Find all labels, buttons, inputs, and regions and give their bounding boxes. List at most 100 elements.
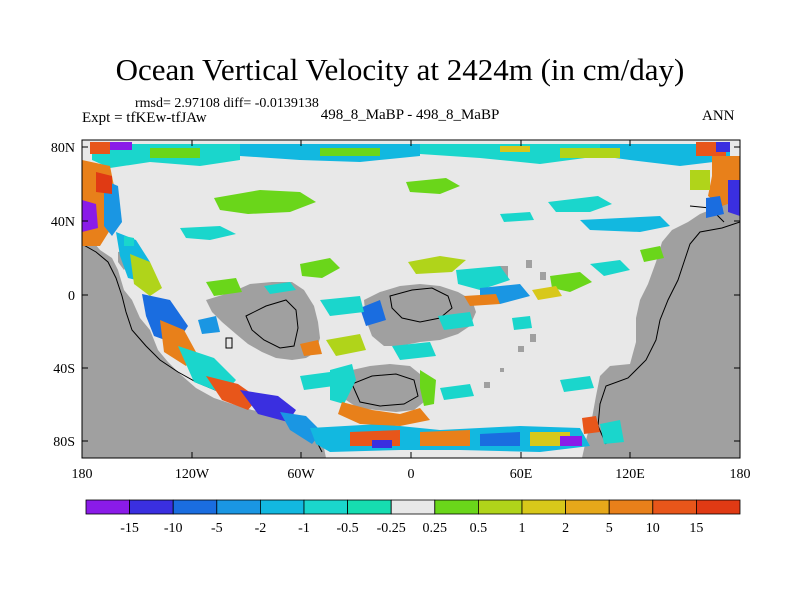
colorbar-label: 10 <box>646 521 660 536</box>
colorbar-swatch <box>303 499 348 515</box>
y-tick-40s: 40S <box>53 362 75 377</box>
patch-north-green-c <box>560 148 620 158</box>
patch-interior-green-g <box>640 246 664 262</box>
patch-interior-cyan-a <box>180 226 236 240</box>
colorbar-swatch <box>477 499 523 515</box>
y-tick-80s: 80S <box>53 435 75 450</box>
patch-east-edge-b <box>728 180 740 216</box>
patch-ne-corner-blue <box>716 142 730 152</box>
patch-interior-blue-c <box>198 316 220 334</box>
colorbar-swatch <box>347 499 392 515</box>
colorbar-label: -10 <box>164 521 183 536</box>
patch-interior-cyan-f <box>590 260 630 276</box>
patch-west-edge-e <box>130 254 162 296</box>
colorbar-swatch <box>172 499 218 515</box>
land-west <box>82 238 326 458</box>
patch-interior-cyan-e <box>456 266 510 290</box>
patch-interior-blue-b <box>360 300 386 326</box>
land-island-c <box>540 272 546 280</box>
patch-west-edge-k <box>280 412 322 444</box>
colorbar-label: -2 <box>255 521 267 536</box>
land-center-continent <box>364 284 476 346</box>
x-tick-60w: 60W <box>287 467 315 482</box>
patch-north-band-c <box>420 144 600 164</box>
patch-interior-yellow-b <box>532 286 562 300</box>
patch-nw-corner-purple <box>110 142 132 150</box>
colorbar-label: 5 <box>606 521 613 536</box>
season-label: ANN <box>702 108 735 124</box>
patch-interior-cyan-k <box>264 282 296 294</box>
patch-interior-cyan-d <box>580 216 670 232</box>
colorbar-label: -15 <box>120 521 139 536</box>
x-tick-0: 0 <box>408 467 415 482</box>
patch-south-band-c <box>420 430 470 446</box>
coastline-south <box>351 373 419 407</box>
patch-interior-green-a <box>214 190 316 214</box>
patch-north-yellow <box>500 146 530 152</box>
stats-text: rmsd= 2.97108 diff= -0.0139138 <box>135 96 319 111</box>
patch-west-edge-m <box>124 236 134 246</box>
coastline-sw <box>245 299 299 349</box>
colorbar-swatch <box>652 499 697 515</box>
patch-interior-cyan-g <box>320 296 364 316</box>
x-axis <box>81 140 741 458</box>
land-island-g <box>500 368 504 372</box>
colorbar-swatch <box>696 499 741 515</box>
x-tick-120e: 120E <box>615 467 645 482</box>
coastline-center <box>389 287 453 323</box>
patch-south-ring-c <box>420 370 436 406</box>
land-southwest-continent <box>206 282 320 360</box>
patch-interior-cyan-c <box>500 212 534 222</box>
colorbar-label: 15 <box>689 521 703 536</box>
colorbar-swatch <box>216 499 261 515</box>
experiment-label: Expt = tfKEw-tfJAw <box>82 110 207 126</box>
patch-west-edge-c <box>104 180 122 236</box>
land-east <box>582 200 740 458</box>
patch-interior-cyan-l <box>300 372 334 390</box>
colorbar-swatch <box>608 499 654 515</box>
land-south-continent <box>340 364 426 412</box>
colorbar-label: -5 <box>211 521 223 536</box>
patch-interior-cyan-h <box>392 342 436 360</box>
y-tick-0: 0 <box>68 289 75 304</box>
map-title: Ocean Vertical Velocity at 2424m (in cm/… <box>115 52 685 87</box>
patch-interior-orange-a <box>464 294 500 306</box>
patch-south-ring-a <box>330 364 356 404</box>
patch-west-edge-i <box>206 376 258 410</box>
colorbar-swatch <box>129 499 174 515</box>
patch-interior-cyan-m <box>440 384 474 400</box>
colorbar: -15 -10 -5 -2 -1 -0.5 -0.25 0.25 0.5 1 2 5 10 15 <box>85 499 741 536</box>
patch-interior-green-c <box>300 258 340 278</box>
patch-nw-corner-red <box>90 142 110 154</box>
patch-interior-cyan-n <box>560 376 594 392</box>
patch-interior-green-b <box>406 178 460 194</box>
land-island-e <box>518 346 524 352</box>
patch-east-edge-e <box>600 420 624 444</box>
patch-south-band-f <box>372 440 392 448</box>
patch-south-band-d <box>480 432 520 446</box>
patch-north-green-b <box>320 148 380 156</box>
map-panel <box>82 140 740 458</box>
land-island-f <box>484 382 490 388</box>
case-label: 498_8_MaBP - 498_8_MaBP <box>320 107 500 123</box>
patch-interior-green-f <box>206 278 242 296</box>
colorbar-swatch <box>390 499 436 515</box>
patch-interior-cyan-i <box>438 312 474 330</box>
patch-east-edge-d <box>690 170 710 190</box>
colorbar-swatch <box>565 499 610 515</box>
patch-interior-yellow-a <box>408 256 466 274</box>
x-tick-180w: 180 <box>72 467 93 482</box>
colorbar-swatch <box>521 499 566 515</box>
colorbar-swatch <box>85 499 130 515</box>
colorbar-swatch <box>434 499 479 515</box>
coastline-east <box>597 221 740 445</box>
colorbar-label: 0.25 <box>423 521 448 536</box>
patch-interior-green-d <box>550 272 592 292</box>
y-tick-80n: 80N <box>51 141 75 156</box>
patch-interior-cyan-j <box>512 316 532 330</box>
coastline-islet-b <box>225 337 233 349</box>
velocity-patches <box>82 142 740 452</box>
land-island-d <box>530 334 536 342</box>
land-masses <box>82 200 740 458</box>
x-tick-180e: 180 <box>730 467 751 482</box>
